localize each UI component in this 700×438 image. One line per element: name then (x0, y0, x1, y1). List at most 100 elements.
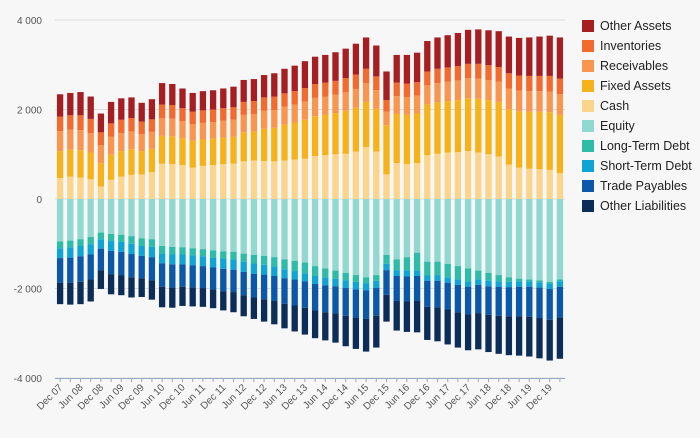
legend-item[interactable]: Other Liabilities (582, 196, 700, 216)
bar-segment (189, 140, 196, 168)
legend-swatch (582, 180, 594, 192)
bar-segment (515, 278, 523, 282)
bar-segment (148, 172, 156, 199)
bar-segment (148, 148, 156, 173)
bar-segment (383, 100, 390, 112)
bar-segment (107, 274, 115, 295)
bar-segment (271, 127, 278, 162)
legend-item[interactable]: Trade Payables (582, 176, 700, 196)
bar-segment (526, 286, 533, 317)
bar-segment (97, 113, 105, 133)
bar-segment (128, 118, 135, 132)
bar-segment (362, 277, 370, 284)
bar-segment (322, 312, 329, 341)
bar-segment (169, 83, 176, 106)
bar-segment (485, 199, 492, 273)
bar-segment (271, 73, 278, 97)
bar-segment (128, 131, 135, 150)
bar-segment (271, 257, 278, 267)
bar-segment (362, 283, 370, 291)
bar-segment (230, 136, 237, 164)
bar-segment (56, 116, 64, 131)
bar-segment (485, 79, 492, 101)
bar-segment (179, 254, 186, 265)
bar-segment (464, 78, 472, 99)
bar-segment (260, 110, 268, 129)
bar-segment (495, 281, 502, 287)
bar-segment (413, 163, 421, 199)
bar-segment (515, 90, 523, 112)
bar-segment (495, 81, 502, 102)
bar-segment (199, 122, 207, 140)
bar-segment (413, 275, 421, 302)
legend-item[interactable]: Equity (582, 116, 700, 136)
bar-segment (485, 30, 492, 66)
bar-segment (281, 160, 288, 199)
bar-segment (301, 307, 309, 335)
bar-segment (393, 275, 400, 302)
bar-segment (556, 37, 564, 79)
bar-segment (373, 90, 380, 109)
bar-segment (220, 199, 227, 252)
bar-segment (77, 281, 84, 305)
bar-segment (332, 286, 339, 314)
bar-segment (505, 164, 513, 199)
bar-segment (526, 199, 533, 280)
bar-segment (444, 263, 451, 278)
bar-segment (454, 199, 462, 267)
bar-segment (556, 94, 564, 115)
bar-segment (199, 139, 207, 166)
legend-item[interactable]: Cash (582, 96, 700, 116)
legend-item[interactable]: Fixed Assets (582, 76, 700, 96)
bar-segment (301, 61, 309, 89)
y-tick-label: -4 000 (14, 374, 43, 385)
bar-segment (413, 113, 421, 164)
bar-segment (118, 275, 125, 296)
legend-label: Equity (600, 119, 635, 133)
bar-segment (322, 96, 329, 115)
bar-segment (444, 100, 451, 153)
bar-segment (424, 85, 431, 105)
bar-segment (393, 301, 400, 331)
bar-segment (240, 295, 247, 317)
y-tick-label: 2 000 (17, 106, 42, 117)
bar-segment (526, 75, 533, 92)
bar-segment (536, 75, 543, 92)
bar-segment (291, 91, 298, 105)
bar-segment (260, 75, 268, 98)
bar-segment (352, 275, 360, 282)
bar-segment (128, 277, 135, 298)
bar-segment (424, 261, 431, 276)
bar-segment (485, 272, 492, 281)
bar-segment (373, 275, 380, 281)
legend-swatch (582, 100, 594, 112)
bar-segment (332, 113, 339, 155)
bar-segment (322, 285, 329, 313)
bar-segment (454, 32, 462, 67)
bar-segment (495, 101, 502, 157)
bar-segment (118, 251, 125, 276)
legend-item[interactable]: Other Assets (582, 16, 700, 36)
bar-segment (536, 36, 543, 76)
bar-segment (189, 167, 196, 199)
bar-segment (67, 240, 74, 248)
bar-segment (475, 199, 482, 271)
bar-segment (311, 266, 319, 276)
bar-segment (332, 80, 339, 95)
y-tick-label: -2 000 (14, 285, 43, 296)
bar-segment (444, 199, 451, 264)
bar-segment (515, 37, 523, 76)
bars (56, 29, 564, 361)
legend-item[interactable]: Receivables (582, 56, 700, 76)
bar-segment (107, 199, 115, 234)
bar-segment (342, 199, 349, 273)
legend-item[interactable]: Inventories (582, 36, 700, 56)
legend-item[interactable]: Short-Term Debt (582, 156, 700, 176)
bar-segment (118, 199, 125, 235)
legend-label: Other Liabilities (600, 199, 687, 213)
legend-item[interactable]: Long-Term Debt (582, 136, 700, 156)
bar-segment (107, 250, 115, 275)
bar-segment (556, 173, 564, 199)
bar-segment (342, 153, 349, 199)
bar-segment (526, 91, 533, 112)
